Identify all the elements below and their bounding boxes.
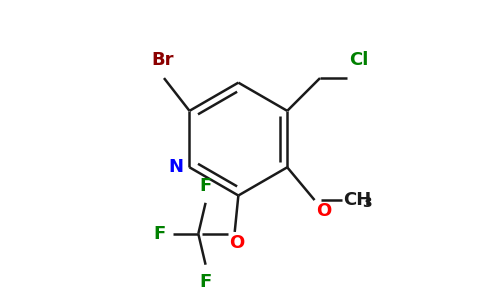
Text: Cl: Cl bbox=[349, 51, 368, 69]
Text: O: O bbox=[229, 234, 244, 252]
Text: CH: CH bbox=[343, 191, 371, 209]
Text: F: F bbox=[199, 177, 212, 195]
Text: 3: 3 bbox=[362, 196, 372, 210]
Text: F: F bbox=[153, 225, 166, 243]
Text: N: N bbox=[168, 158, 183, 176]
Text: Br: Br bbox=[151, 51, 173, 69]
Text: F: F bbox=[199, 273, 212, 291]
Text: O: O bbox=[317, 202, 332, 220]
